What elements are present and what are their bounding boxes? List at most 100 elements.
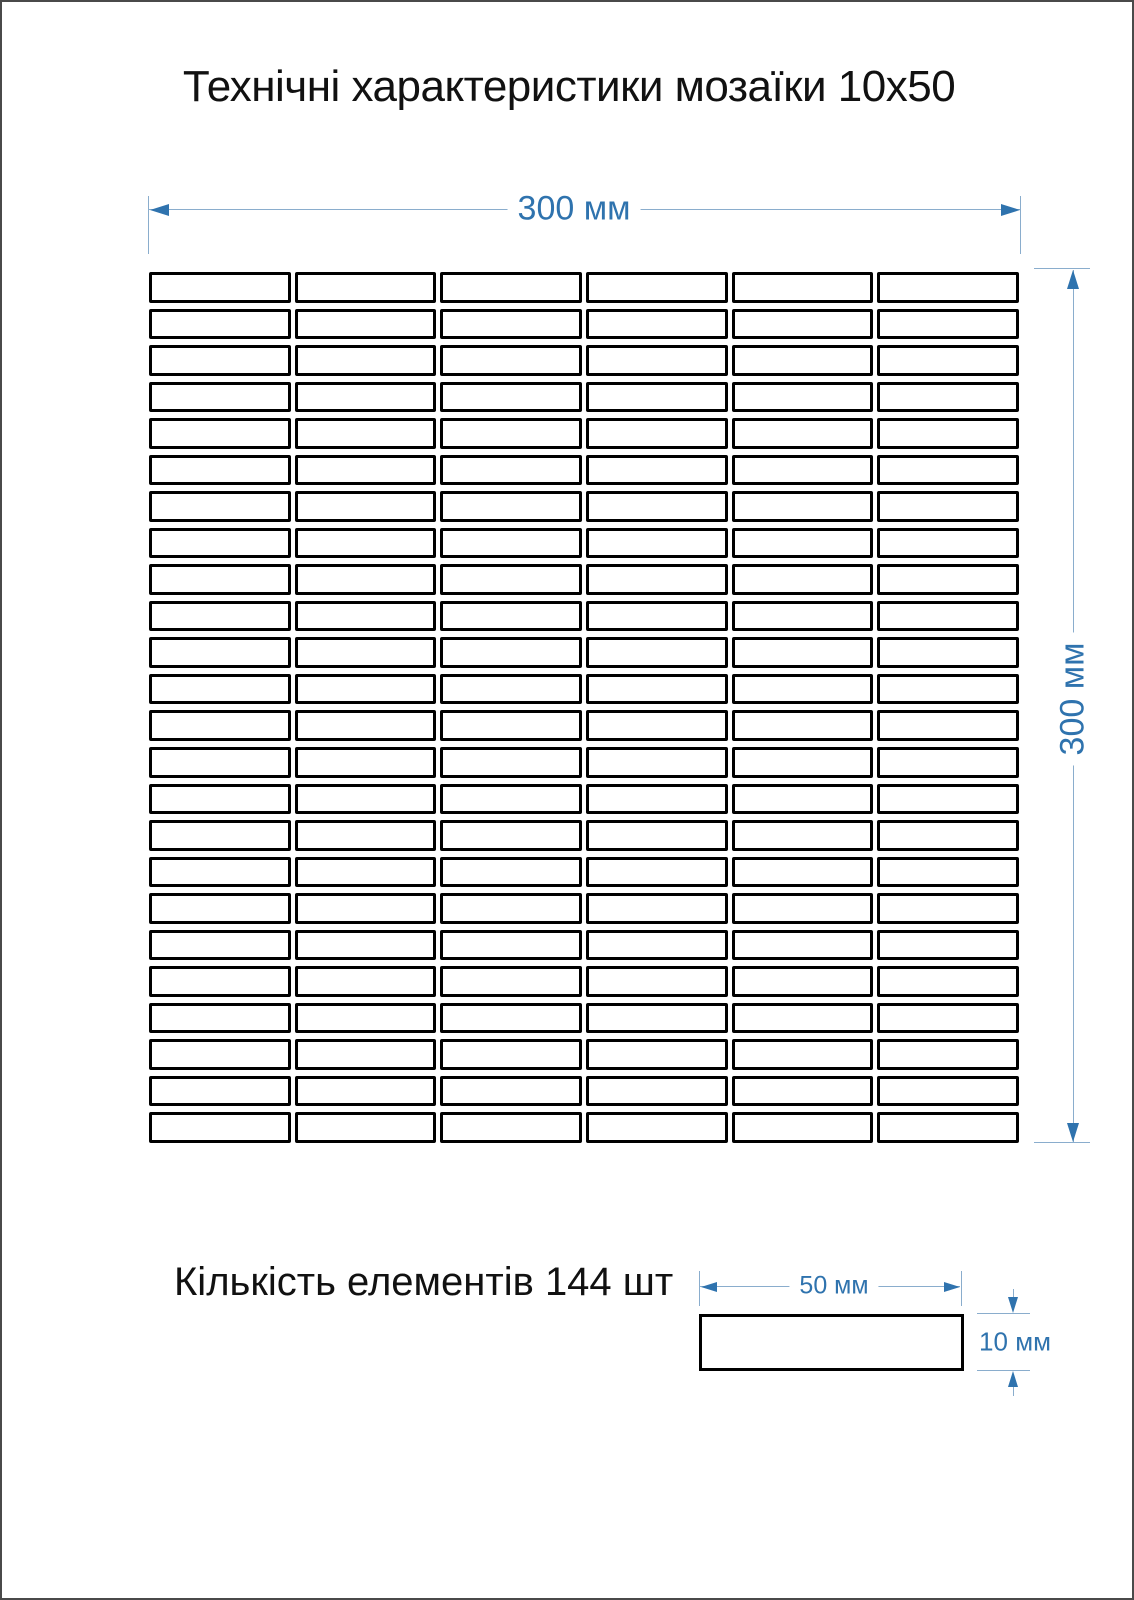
mosaic-tile [877, 673, 1019, 705]
mosaic-tile [294, 381, 437, 413]
mosaic-tile [877, 966, 1019, 997]
mosaic-tile [294, 966, 437, 997]
mosaic-tile [440, 345, 582, 376]
mosaic-tile [731, 673, 874, 705]
mosaic-tile [294, 454, 437, 486]
mosaic-tile [149, 418, 291, 449]
mosaic-tile [731, 820, 874, 851]
mosaic-tile [877, 1039, 1019, 1070]
mosaic-tile [586, 454, 728, 486]
mosaic-tile [731, 600, 874, 632]
mosaic-tile [586, 966, 728, 997]
mosaic-tile [149, 747, 291, 778]
mosaic-tile [440, 637, 582, 668]
mosaic-tile [877, 454, 1019, 486]
mosaic-tile [586, 856, 728, 888]
mosaic-tile [731, 454, 874, 486]
detail-tile [699, 1314, 964, 1371]
mosaic-tile [731, 929, 874, 961]
mosaic-tile [294, 1039, 437, 1070]
mosaic-tile [440, 1075, 582, 1107]
mosaic-tile [731, 272, 874, 303]
mosaic-tile [149, 856, 291, 888]
mosaic-tile [149, 966, 291, 997]
mosaic-tile [586, 381, 728, 413]
extension-line-top [977, 1313, 1030, 1314]
mosaic-tile [731, 783, 874, 815]
mosaic-tile [294, 893, 437, 924]
mosaic-tile [586, 637, 728, 668]
mosaic-tile [149, 929, 291, 961]
mosaic-tile [294, 856, 437, 888]
mosaic-tile [149, 1112, 291, 1143]
mosaic-tile [149, 820, 291, 851]
mosaic-tile [294, 345, 437, 376]
mosaic-tile [731, 345, 874, 376]
element-count-label: Кількість елементів 144 шт [174, 1260, 674, 1304]
page-title: Технічні характеристики мозаїки 10x50 [182, 62, 956, 111]
mosaic-tile [149, 1002, 291, 1034]
mosaic-tile [440, 1039, 582, 1070]
mosaic-tile [731, 710, 874, 742]
mosaic-tile [440, 856, 582, 888]
mosaic-tile [294, 272, 437, 303]
mosaic-tile [440, 783, 582, 815]
mosaic-tile [440, 1002, 582, 1034]
mosaic-tile [149, 491, 291, 522]
mosaic-tile [294, 418, 437, 449]
mosaic-tile [294, 820, 437, 851]
mosaic-tile [440, 747, 582, 778]
mosaic-tile [294, 929, 437, 961]
mosaic-tile [586, 564, 728, 595]
mosaic-tile [440, 454, 582, 486]
mosaic-tile [149, 783, 291, 815]
mosaic-tile [586, 783, 728, 815]
extension-line-left [148, 196, 149, 254]
mosaic-tile [294, 527, 437, 559]
mosaic-tile [294, 491, 437, 522]
mosaic-tile [586, 272, 728, 303]
mosaic-tile [877, 856, 1019, 888]
arrowhead-left-icon [701, 1282, 717, 1292]
mosaic-tile [440, 527, 582, 559]
mosaic-tile [877, 564, 1019, 595]
mosaic-tile [586, 1075, 728, 1107]
mosaic-tile [877, 1112, 1019, 1143]
mosaic-tile [149, 1039, 291, 1070]
mosaic-tile [586, 418, 728, 449]
mosaic-tile [440, 929, 582, 961]
mosaic-tile [877, 308, 1019, 340]
arrowhead-down-icon [1008, 1297, 1018, 1313]
mosaic-tile [877, 345, 1019, 376]
extension-line-right [1020, 196, 1021, 254]
mosaic-tile [440, 418, 582, 449]
mosaic-tile [877, 527, 1019, 559]
stub-line-top [1013, 1289, 1014, 1298]
mosaic-tile [294, 308, 437, 340]
mosaic-tile [731, 747, 874, 778]
mosaic-tile [586, 710, 728, 742]
mosaic-tile [149, 600, 291, 632]
mosaic-tile [586, 929, 728, 961]
mosaic-tile [586, 527, 728, 559]
mosaic-tile [877, 929, 1019, 961]
mosaic-tile [440, 893, 582, 924]
mosaic-tile [877, 747, 1019, 778]
mosaic-tile [149, 272, 291, 303]
mosaic-tile [586, 308, 728, 340]
mosaic-tile [149, 527, 291, 559]
mosaic-tile [731, 1075, 874, 1107]
mosaic-tile [149, 564, 291, 595]
mosaic-tile [294, 673, 437, 705]
mosaic-tile [294, 1002, 437, 1034]
arrowhead-up-icon [1008, 1371, 1018, 1387]
mosaic-grid [149, 272, 1019, 1143]
mosaic-tile [586, 820, 728, 851]
element-width-label: 50 мм [789, 1271, 879, 1301]
mosaic-tile [877, 893, 1019, 924]
mosaic-tile [731, 966, 874, 997]
mosaic-tile [731, 418, 874, 449]
extension-line-top [1034, 268, 1090, 269]
mosaic-tile [294, 564, 437, 595]
